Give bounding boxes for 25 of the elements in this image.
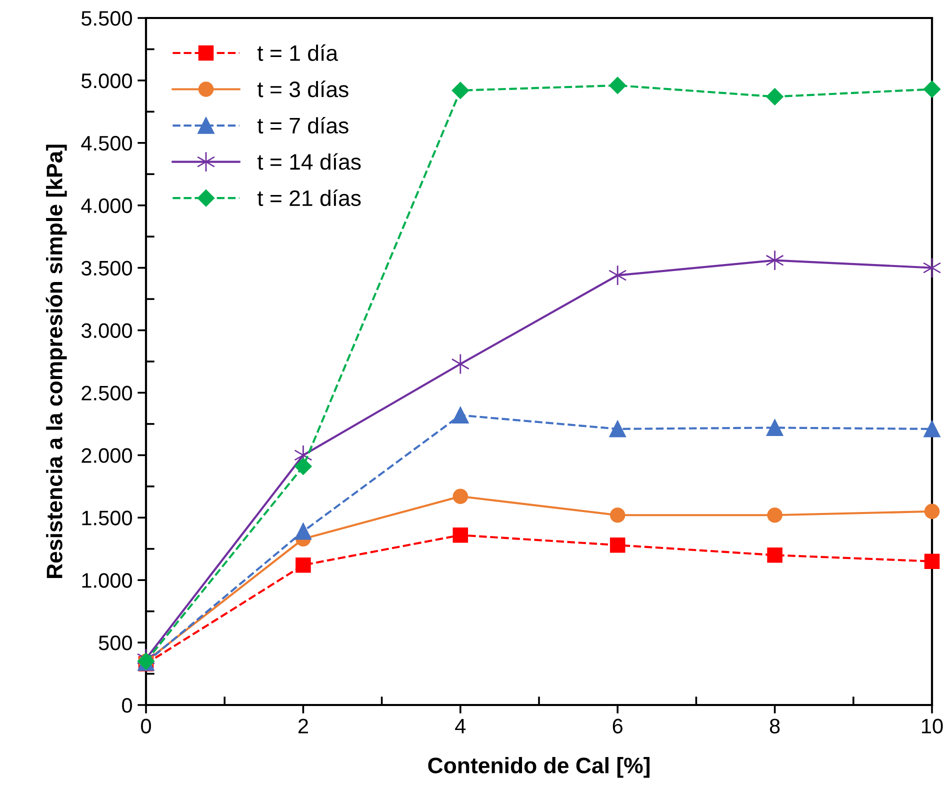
- y-tick-label: 0: [122, 698, 132, 713]
- y-tick-label: 2.000: [82, 448, 132, 463]
- legend-label: t = 21 días: [257, 189, 361, 206]
- x-tick-label: 4: [455, 718, 466, 734]
- y-tick-label: 3.000: [81, 323, 132, 338]
- y-tick-label: 3.500: [81, 260, 132, 276]
- x-tick-label: 2: [298, 718, 308, 734]
- y-tick-label: 1.000: [82, 573, 132, 588]
- y-tick-label: 5.000: [82, 73, 132, 88]
- y-tick-label: 2.500: [82, 386, 132, 400]
- legend-label: t = 14 días: [257, 153, 361, 170]
- y-tick-label: 5.500: [82, 11, 132, 26]
- legend-label: t = 7 días: [257, 116, 348, 134]
- y-tick-label: 1.500: [82, 510, 132, 526]
- legend-label: t = 3 días: [257, 80, 348, 98]
- y-axis-title: Resistencia a la compresión simple [kPa]: [46, 144, 67, 578]
- x-tick-label: 10: [922, 718, 943, 734]
- legend-label: t = 1 día: [257, 44, 338, 61]
- y-tick-label: 4.500: [81, 136, 132, 151]
- y-tick-label: 4.000: [81, 198, 132, 214]
- x-tick-label: 8: [770, 718, 780, 734]
- x-tick-label: 6: [612, 718, 622, 734]
- x-tick-label: 0: [141, 718, 151, 734]
- x-axis-title: Contenido de Cal [%]: [428, 757, 650, 778]
- y-tick-label: 500: [98, 636, 132, 650]
